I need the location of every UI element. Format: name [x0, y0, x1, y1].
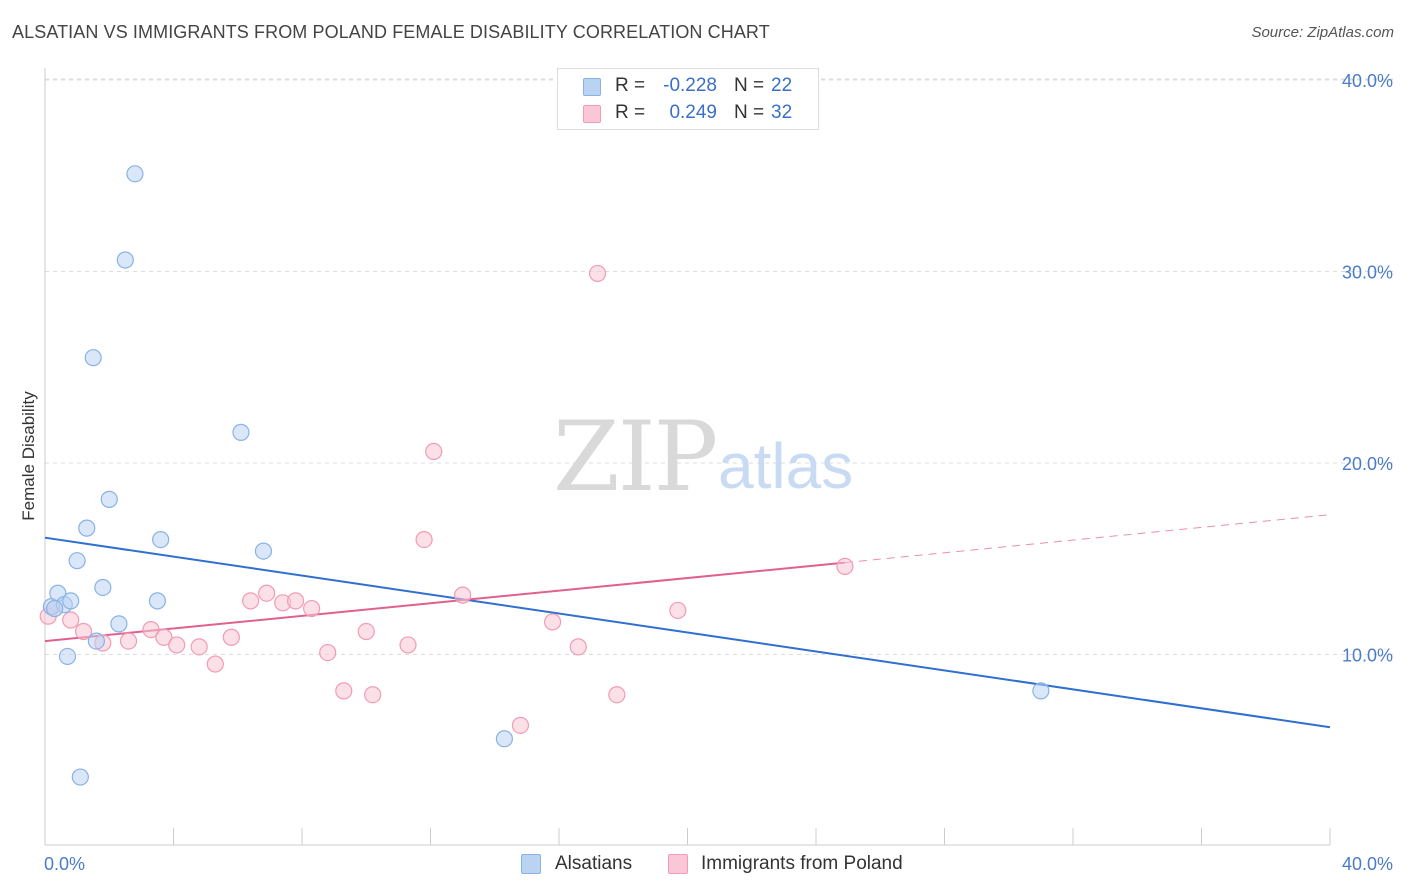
poland-point — [62, 611, 80, 629]
poland-point — [242, 592, 260, 610]
alsatian-point — [68, 552, 86, 570]
correlation-legend: R = -0.228 N = 22 R = 0.249 N = 32 — [557, 68, 819, 130]
poland-point — [319, 643, 337, 662]
poland-point — [74, 622, 93, 641]
poland-legend-swatch — [668, 854, 688, 874]
y-tick-label: 30.0% — [1342, 263, 1393, 283]
legend-n-value: 22 — [771, 75, 793, 96]
poland-point — [155, 628, 173, 646]
alsatian-point — [232, 423, 250, 441]
alsatian-point — [116, 251, 134, 269]
watermark-zip: ZIP — [553, 401, 716, 513]
y-axis-label: Female Disability — [19, 391, 38, 521]
alsatians-legend-swatch — [521, 854, 541, 874]
chart-title: ALSATIAN VS IMMIGRANTS FROM POLAND FEMAL… — [12, 22, 770, 42]
poland-point — [608, 686, 626, 704]
chart-source: Source: ZipAtlas.com — [1251, 24, 1394, 41]
y-tick-label: 10.0% — [1342, 646, 1393, 666]
axis-layer — [44, 68, 1331, 846]
legend-r-label: R = — [615, 102, 646, 123]
alsatian-point — [71, 768, 89, 786]
watermark-atlas: atlas — [718, 430, 853, 502]
poland-point — [588, 264, 607, 283]
alsatian-point — [46, 599, 64, 618]
alsatian-point — [58, 647, 77, 666]
legend-n-value: 32 — [771, 102, 793, 123]
poland-point — [425, 442, 443, 461]
poland-point — [119, 632, 138, 650]
legend-r-value: -0.228 — [663, 75, 717, 96]
legend-r-value: 0.249 — [669, 102, 717, 123]
legend-r-label: R = — [615, 75, 646, 96]
poland-point — [206, 655, 224, 673]
poland-swatch — [583, 105, 601, 123]
poland-point — [399, 636, 417, 654]
poland-point — [669, 601, 687, 620]
poland-point — [168, 636, 186, 654]
poland-point — [142, 621, 160, 639]
poland-point — [335, 682, 353, 700]
poland-point — [357, 622, 375, 641]
alsatian-point — [126, 165, 144, 183]
legend-row-poland: R = 0.249 N = 32 — [558, 101, 818, 128]
alsatian-point — [94, 578, 112, 597]
poland-trend-line — [44, 561, 846, 643]
alsatian-point — [110, 615, 128, 633]
poland-point — [258, 584, 276, 602]
y-tick-label: 40.0% — [1342, 71, 1393, 91]
alsatian-point — [152, 530, 170, 549]
poland-point — [190, 638, 208, 656]
poland-point — [303, 599, 321, 618]
points-layer — [39, 165, 1050, 786]
trend-layer — [44, 514, 1331, 729]
poland-point — [364, 686, 382, 704]
legend-n-label: N = — [734, 102, 765, 123]
legend-label-poland: Immigrants from Poland — [701, 853, 903, 874]
poland-point — [569, 638, 587, 656]
label-layer: 10.0% 20.0% 30.0% 40.0% 0.0% 40.0% Female Disa… — [19, 71, 1393, 874]
alsatian-point — [78, 519, 96, 537]
poland-point — [836, 557, 854, 576]
watermark: ZIP atlas — [553, 401, 853, 513]
poland-point — [286, 592, 305, 610]
poland-point — [415, 530, 433, 549]
poland-trend-extrapolation — [844, 514, 1331, 564]
alsatian-point — [84, 349, 102, 367]
alsatian-point — [100, 490, 118, 508]
x-tick-label: 40.0% — [1342, 854, 1393, 874]
poland-point — [222, 628, 240, 646]
alsatian-point — [495, 730, 513, 748]
poland-point — [543, 613, 562, 631]
series-legend: Alsatians Immigrants from Poland — [0, 852, 1406, 878]
poland-point — [454, 586, 472, 604]
x-tick-label: 0.0% — [44, 854, 85, 874]
legend-n-label: N = — [734, 75, 765, 96]
y-tick-label: 20.0% — [1342, 454, 1393, 474]
alsatian-trend-line — [44, 536, 1331, 729]
alsatian-point — [62, 592, 80, 610]
alsatian-point — [1032, 682, 1050, 700]
alsatian-point — [254, 542, 273, 560]
alsatian-point — [87, 632, 106, 650]
alsatian-point — [148, 592, 167, 610]
alsatians-swatch — [583, 78, 601, 96]
legend-row-alsatians: R = -0.228 N = 22 — [558, 74, 818, 101]
poland-point — [511, 716, 530, 734]
legend-label-alsatians: Alsatians — [555, 853, 633, 874]
